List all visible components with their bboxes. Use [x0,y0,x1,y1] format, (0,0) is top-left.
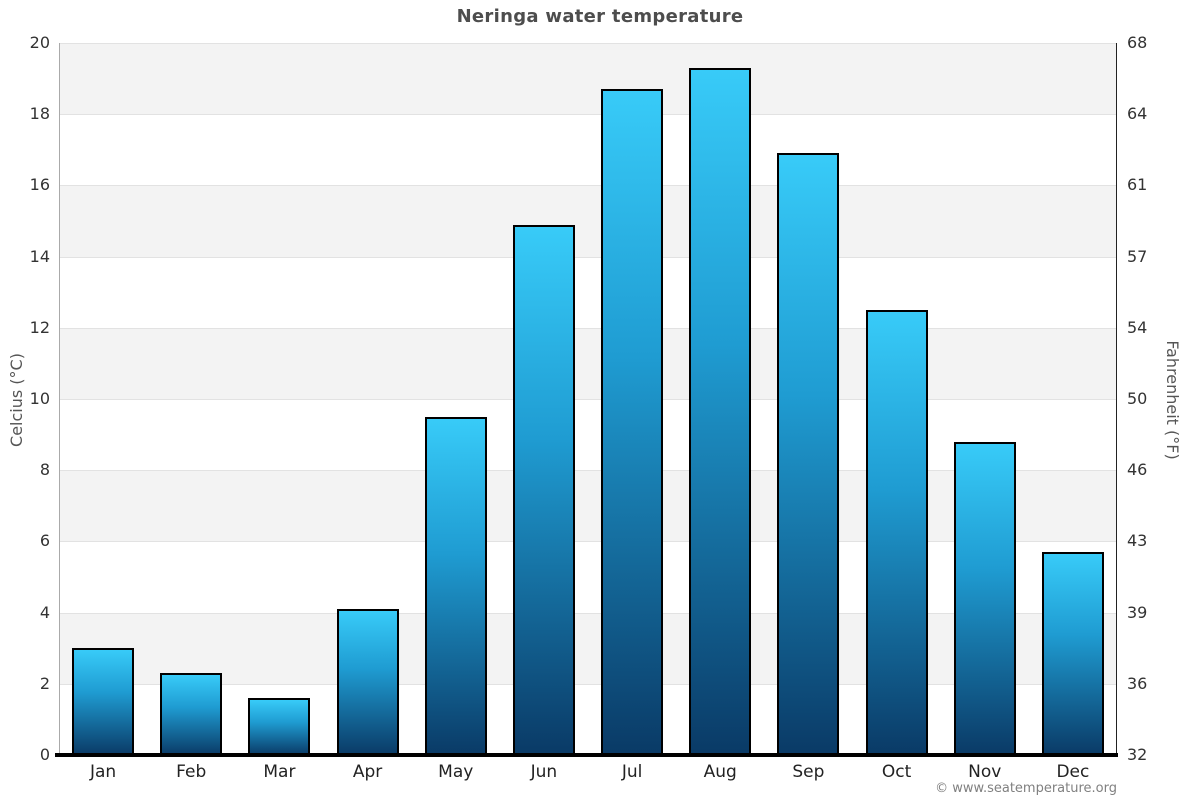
gridline-16 [59,185,1117,187]
y-tick-fahrenheit-39: 39 [1127,602,1148,622]
x-tick-mar: Mar [263,762,296,782]
y-tick-fahrenheit-46: 46 [1127,460,1148,480]
y-tick-fahrenheit-61: 61 [1127,175,1148,195]
bar-aug[interactable] [689,67,752,755]
x-tick-jan: Jan [89,762,117,782]
gridline-14 [59,256,1117,258]
x-tick-jul: Jul [621,762,643,782]
x-tick-jun: Jun [530,762,558,782]
x-tick-oct: Oct [881,762,912,782]
y-tick-fahrenheit-36: 36 [1127,673,1148,693]
x-tick-sep: Sep [792,762,825,782]
bar-jul[interactable] [601,89,664,755]
y-tick-celsius-18: 18 [29,104,50,124]
y-tick-celsius-8: 8 [39,460,50,480]
y-tick-fahrenheit-50: 50 [1127,389,1148,408]
x-tick-apr: Apr [352,762,383,782]
x-tick-feb: Feb [176,762,207,782]
copyright-link[interactable]: © www.seatemperature.org [935,781,1117,796]
bar-sep[interactable] [777,153,840,755]
y-tick-fahrenheit-54: 54 [1127,317,1148,337]
y-tick-celsius-10: 10 [29,389,50,408]
gridline-20 [59,43,1117,44]
plot-area [59,43,1117,755]
y-tick-celsius-16: 16 [29,175,50,195]
bar-apr[interactable] [336,609,399,755]
y-tick-celsius-4: 4 [39,602,50,622]
bar-jan[interactable] [72,648,135,755]
gridline-10 [59,399,1117,400]
y-tick-celsius-2: 2 [39,673,50,693]
bar-oct[interactable] [865,310,928,755]
y-tick-fahrenheit-32: 32 [1127,745,1148,764]
x-tick-aug: Aug [703,762,737,782]
bar-nov[interactable] [953,441,1016,755]
bar-may[interactable] [424,416,487,755]
bar-jun[interactable] [512,224,575,755]
gridline-2 [59,683,1117,685]
bar-feb[interactable] [160,673,223,755]
y-tick-fahrenheit-57: 57 [1127,246,1148,266]
background-band-6-8 [59,470,1117,542]
gridline-8 [59,470,1117,472]
y-tick-fahrenheit-64: 64 [1127,104,1148,124]
background-band-18-20 [59,43,1117,115]
y-tick-celsius-20: 20 [29,33,50,52]
background-band-10-12 [59,327,1117,399]
left-axis-line [59,43,60,755]
gridline-12 [59,327,1117,329]
background-band-14-16 [59,185,1117,257]
right-axis-line [1116,43,1117,755]
bar-mar[interactable] [248,698,311,755]
y-tick-celsius-6: 6 [39,531,50,551]
y-tick-fahrenheit-43: 43 [1127,531,1148,551]
gridline-6 [59,541,1117,543]
gridline-4 [59,612,1117,614]
y-tick-fahrenheit-68: 68 [1127,33,1148,52]
x-tick-nov: Nov [968,762,1002,782]
chart-title: Neringa water temperature [456,6,744,27]
x-tick-dec: Dec [1056,762,1090,782]
x-axis-baseline [55,753,1118,757]
x-tick-may: May [438,762,474,782]
background-band-2-4 [59,612,1117,684]
y-tick-celsius-14: 14 [29,246,50,266]
y-tick-celsius-0: 0 [39,745,50,764]
bar-dec[interactable] [1041,552,1104,755]
gridline-18 [59,114,1117,116]
y-tick-celsius-12: 12 [29,317,50,337]
